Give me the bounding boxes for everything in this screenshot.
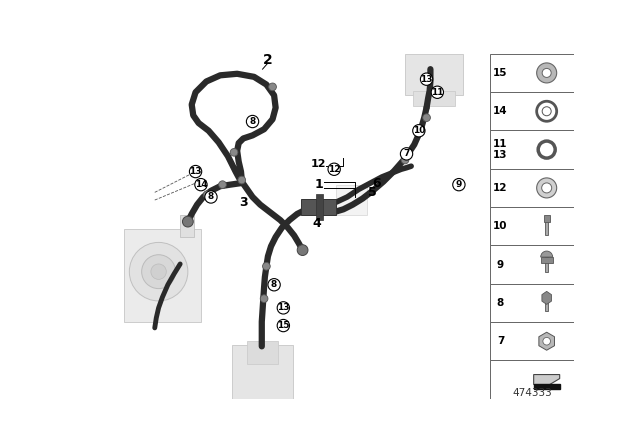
Circle shape: [537, 63, 557, 83]
Circle shape: [537, 101, 557, 121]
Bar: [490, 207, 575, 246]
Bar: [490, 54, 575, 92]
Text: 13: 13: [189, 167, 202, 176]
Circle shape: [260, 295, 268, 302]
Circle shape: [205, 191, 217, 203]
Circle shape: [297, 245, 308, 255]
Text: 12: 12: [311, 159, 326, 169]
Bar: [490, 322, 575, 360]
Text: 13: 13: [420, 75, 433, 84]
Bar: [534, 384, 560, 389]
Circle shape: [452, 178, 465, 191]
Circle shape: [269, 83, 276, 91]
Polygon shape: [534, 375, 560, 384]
Circle shape: [204, 191, 211, 198]
Text: 8: 8: [208, 193, 214, 202]
Circle shape: [401, 148, 413, 160]
Circle shape: [542, 107, 551, 116]
Circle shape: [541, 183, 552, 193]
Circle shape: [542, 69, 551, 78]
Bar: [543, 215, 550, 222]
Circle shape: [230, 148, 238, 156]
Text: 8: 8: [497, 298, 504, 308]
Text: 9: 9: [497, 259, 504, 270]
Circle shape: [277, 302, 289, 314]
Text: 10: 10: [413, 126, 425, 135]
Wedge shape: [541, 251, 553, 257]
Bar: [490, 246, 575, 284]
Text: 4: 4: [312, 217, 321, 230]
Circle shape: [401, 156, 409, 164]
Text: 13: 13: [277, 303, 289, 312]
Circle shape: [420, 73, 433, 85]
Text: 8: 8: [250, 117, 255, 126]
Circle shape: [328, 163, 340, 176]
Polygon shape: [539, 332, 554, 350]
Text: 6: 6: [372, 177, 381, 190]
Text: 11: 11: [431, 88, 444, 97]
Text: 12: 12: [493, 183, 508, 193]
Circle shape: [182, 216, 193, 227]
Circle shape: [262, 263, 270, 270]
Bar: [490, 284, 575, 322]
Bar: [405, 54, 463, 95]
Text: 5: 5: [368, 186, 377, 199]
Bar: [545, 217, 548, 235]
Bar: [301, 198, 336, 215]
Circle shape: [268, 279, 280, 291]
Bar: [247, 341, 278, 364]
Text: 474333: 474333: [512, 388, 552, 397]
Text: 10: 10: [493, 221, 508, 231]
Text: 7: 7: [497, 336, 504, 346]
Text: 15: 15: [277, 321, 289, 330]
Circle shape: [129, 242, 188, 301]
Bar: [413, 91, 455, 106]
Circle shape: [543, 337, 550, 345]
Text: 2: 2: [263, 53, 273, 67]
Bar: [541, 257, 553, 263]
Polygon shape: [542, 291, 552, 304]
Text: 11
13: 11 13: [493, 139, 508, 160]
Bar: [545, 257, 548, 272]
Bar: [490, 169, 575, 207]
Text: 8: 8: [271, 280, 277, 289]
Bar: [490, 360, 575, 399]
Circle shape: [219, 181, 227, 189]
Circle shape: [195, 178, 207, 191]
Circle shape: [238, 176, 246, 184]
Circle shape: [141, 255, 175, 289]
Text: 12: 12: [328, 165, 340, 174]
Circle shape: [537, 178, 557, 198]
Circle shape: [431, 86, 444, 99]
Text: 14: 14: [493, 106, 508, 116]
Bar: [490, 92, 575, 130]
Polygon shape: [124, 229, 201, 322]
Circle shape: [189, 165, 202, 178]
Bar: [490, 54, 575, 399]
Bar: [336, 185, 367, 215]
Text: 15: 15: [493, 68, 508, 78]
Text: 9: 9: [456, 180, 462, 189]
Bar: [490, 130, 575, 169]
Circle shape: [151, 264, 166, 280]
Circle shape: [413, 125, 425, 137]
Text: 1: 1: [314, 178, 323, 191]
Circle shape: [246, 115, 259, 128]
Text: 3: 3: [239, 196, 248, 209]
Circle shape: [422, 114, 431, 121]
Bar: [232, 345, 293, 399]
Text: 7: 7: [403, 149, 410, 158]
Bar: [180, 215, 194, 237]
Bar: [316, 194, 323, 220]
Bar: [545, 295, 548, 311]
Circle shape: [277, 319, 289, 332]
Text: 14: 14: [195, 180, 207, 189]
